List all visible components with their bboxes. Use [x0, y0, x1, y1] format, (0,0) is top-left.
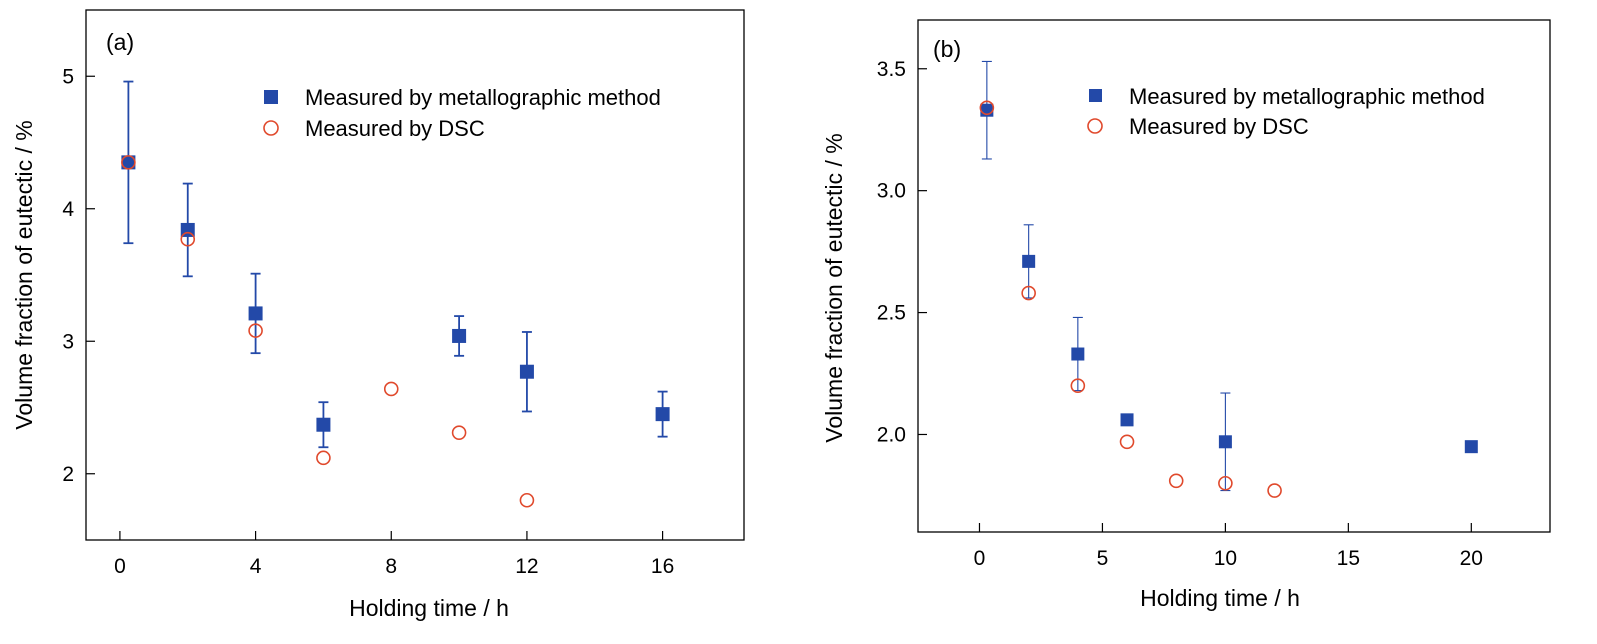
metallographic-point	[452, 328, 467, 343]
legend-swatch-dsc	[263, 120, 279, 136]
legend-swatch-metallographic	[1089, 89, 1102, 102]
dsc-point	[519, 492, 535, 508]
dsc-point	[1168, 473, 1184, 489]
x-tick-label: 20	[1460, 547, 1483, 570]
y-tick-label: 2.0	[877, 423, 906, 446]
y-tick-label: 3.0	[877, 180, 906, 203]
legend-label-dsc: Measured by DSC	[1129, 114, 1309, 139]
dsc-point	[1021, 285, 1036, 301]
x-axis-title: Holding time / h	[349, 595, 509, 621]
x-tick-label: 0	[114, 555, 126, 578]
data-markers	[121, 155, 670, 508]
y-tick-label: 5	[62, 65, 74, 88]
panel-label: (b)	[933, 36, 961, 62]
metallographic-point	[655, 407, 670, 422]
legend-label-metallographic: Measured by metallographic method	[305, 85, 661, 110]
y-tick-label: 3	[62, 330, 74, 353]
x-axis-title: Holding time / h	[1140, 585, 1300, 611]
metallographic-point	[121, 155, 136, 170]
metallographic-point	[248, 306, 263, 321]
dsc-point	[180, 231, 196, 247]
tick-labels: 0 4 8 12 16 2 3 4 5	[62, 65, 674, 578]
y-axis-title: Volume fraction of eutectic / %	[821, 133, 847, 442]
y-axis-title: Volume fraction of eutectic / %	[11, 120, 37, 429]
legend: Measured by metallographic method Measur…	[263, 85, 661, 141]
dsc-point	[121, 155, 136, 170]
chart-panel-b: (b) 0 5 10 15 20 2.0 2.5 3.0 3.5 Measured by met…	[821, 19, 1551, 611]
dsc-point	[1267, 483, 1282, 498]
metallographic-point	[1120, 413, 1134, 427]
x-tick-label: 8	[385, 555, 397, 578]
axis-ticks	[918, 68, 1472, 532]
axis-ticks	[86, 75, 664, 540]
data-markers	[979, 100, 1478, 498]
legend-swatch-metallographic	[264, 90, 278, 104]
legend-label-metallographic: Measured by metallographic method	[1129, 84, 1485, 109]
legend-label-dsc: Measured by DSC	[305, 116, 485, 141]
panel-label: (a)	[106, 29, 134, 55]
metallographic-point	[1071, 347, 1085, 361]
dsc-point	[979, 100, 995, 116]
y-tick-label: 4	[62, 198, 74, 221]
x-tick-label: 4	[250, 555, 262, 578]
x-tick-label: 12	[515, 555, 538, 578]
y-tick-label: 2	[62, 463, 74, 486]
dsc-point	[316, 450, 331, 466]
metallographic-point	[519, 364, 534, 379]
x-tick-label: 0	[974, 547, 986, 570]
x-tick-label: 5	[1097, 547, 1109, 570]
dsc-point	[1119, 434, 1135, 450]
metallographic-point	[1218, 435, 1232, 449]
x-tick-label: 10	[1214, 547, 1237, 570]
legend: Measured by metallographic method Measur…	[1087, 84, 1485, 139]
dsc-point	[1218, 475, 1233, 491]
dsc-point	[383, 381, 399, 397]
metallographic-point	[316, 417, 331, 432]
x-tick-label: 15	[1337, 547, 1360, 570]
legend-swatch-dsc	[1087, 118, 1103, 134]
y-tick-label: 2.5	[877, 302, 906, 325]
chart-panel-a: (a) 0 4 8 12 16 2 3 4 5 Measured by metallograph…	[11, 9, 745, 621]
dsc-point	[451, 425, 467, 440]
metallographic-point	[1464, 440, 1478, 454]
tick-labels: 0 5 10 15 20 2.0 2.5 3.0 3.5	[877, 58, 1483, 570]
plot-frame	[917, 19, 1551, 533]
x-tick-label: 16	[651, 555, 674, 578]
dsc-point	[248, 323, 263, 338]
metallographic-point	[1022, 254, 1036, 268]
plot-frame	[85, 9, 745, 541]
y-tick-label: 3.5	[877, 58, 906, 81]
dsc-point	[1070, 378, 1086, 394]
